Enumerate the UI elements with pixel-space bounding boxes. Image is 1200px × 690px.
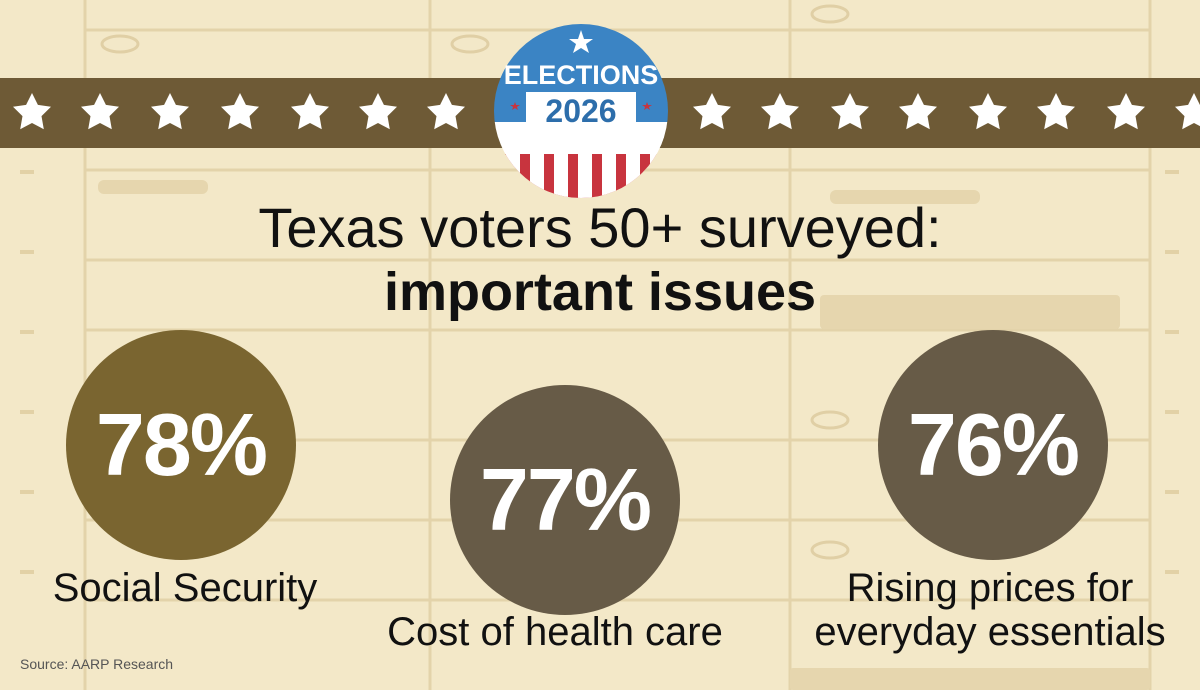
star-icon: [1175, 93, 1200, 130]
headline-line2: important issues: [383, 262, 817, 322]
star-icon: [693, 93, 731, 130]
star-icon: [761, 93, 799, 130]
category-label-line: everyday essentials: [814, 610, 1166, 654]
star-icon: [1107, 93, 1145, 130]
category-label-line: Social Security: [52, 566, 318, 610]
value-label: 76%: [907, 395, 1080, 494]
category-label-health-care: Cost of health care: [355, 610, 755, 654]
star-icon: [291, 93, 329, 130]
stat-circle-social-security: 78%: [66, 330, 296, 560]
star-icon: [1037, 93, 1075, 130]
elections-badge: ELECTIONS 2026: [494, 24, 668, 198]
headline-line1: Texas voters 50+ surveyed:: [258, 196, 942, 259]
value-label: 77%: [479, 450, 652, 549]
star-icon: [221, 93, 259, 130]
star-icon: [81, 93, 119, 130]
star-icon: [359, 93, 397, 130]
stat-circle-health-care: 77%: [450, 385, 680, 615]
category-label-social-security: Social Security: [20, 566, 350, 610]
category-label-rising-prices: Rising prices for everyday essentials: [790, 566, 1190, 654]
star-icon: [899, 93, 937, 130]
star-icon: [427, 93, 465, 130]
star-icon: [569, 30, 593, 53]
star-icon: [13, 93, 51, 130]
stat-circle-rising-prices: 76%: [878, 330, 1108, 560]
badge-year: 2026: [545, 93, 616, 129]
star-icon: [151, 93, 189, 130]
category-label-line: Cost of health care: [387, 610, 723, 654]
value-label: 78%: [95, 395, 268, 494]
star-icon: [969, 93, 1007, 130]
badge-title: ELECTIONS: [504, 60, 659, 90]
chart-title: Texas voters 50+ surveyed: important iss…: [0, 196, 1200, 324]
category-label-line: Rising prices for: [846, 566, 1134, 610]
source-note: Source: AARP Research: [20, 656, 174, 672]
star-icon: [831, 93, 869, 130]
